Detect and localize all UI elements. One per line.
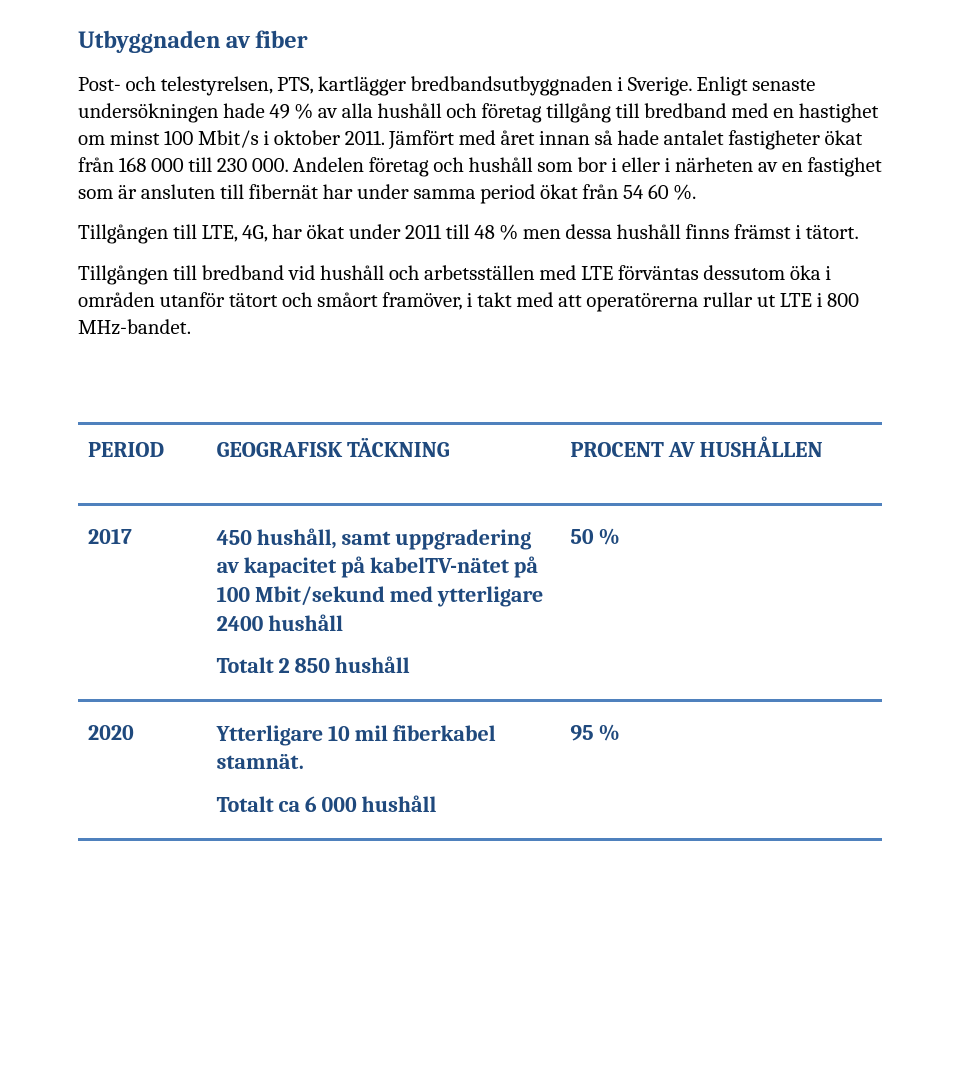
- table-header-percent: PROCENT AV HUSHÅLLEN: [560, 423, 882, 504]
- cell-percent: 95 %: [560, 700, 882, 839]
- cell-period: 2017: [78, 504, 207, 700]
- cell-coverage: 450 hushåll, samt uppgradering av kapaci…: [207, 504, 561, 700]
- table-header-period: PERIOD: [78, 423, 207, 504]
- section-title: Utbyggnaden av fiber: [78, 26, 882, 54]
- cell-percent: 50 %: [560, 504, 882, 700]
- coverage-main: Ytterligare 10 mil fiberkabel stamnät.: [217, 720, 547, 777]
- table-row: 2017 450 hushåll, samt uppgradering av k…: [78, 504, 882, 700]
- cell-period: 2020: [78, 700, 207, 839]
- coverage-main: 450 hushåll, samt uppgradering av kapaci…: [217, 524, 547, 638]
- cell-coverage: Ytterligare 10 mil fiberkabel stamnät. T…: [207, 700, 561, 839]
- paragraph-1: Post- och telestyrelsen, PTS, kartlägger…: [78, 72, 882, 206]
- coverage-total: Totalt 2 850 hushåll: [217, 652, 547, 681]
- table-header-coverage: GEOGRAFISK TÄCKNING: [207, 423, 561, 504]
- paragraph-2: Tillgången till LTE, 4G, har ökat under …: [78, 220, 882, 247]
- paragraph-3: Tillgången till bredband vid hushåll och…: [78, 261, 882, 342]
- coverage-total: Totalt ca 6 000 hushåll: [217, 791, 547, 820]
- table-header-row: PERIOD GEOGRAFISK TÄCKNING PROCENT AV HU…: [78, 423, 882, 504]
- coverage-table: PERIOD GEOGRAFISK TÄCKNING PROCENT AV HU…: [78, 422, 882, 841]
- table-row: 2020 Ytterligare 10 mil fiberkabel stamn…: [78, 700, 882, 839]
